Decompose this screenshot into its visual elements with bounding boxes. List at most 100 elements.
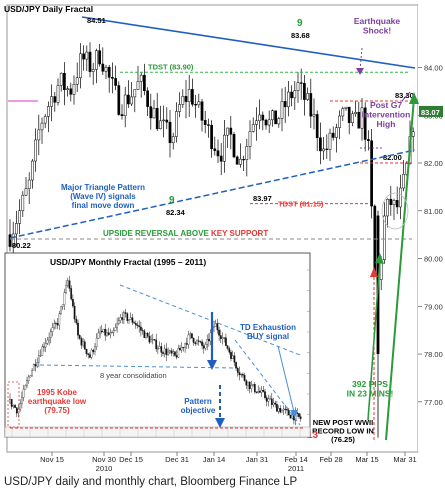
x-tick-sublabel: 2010 bbox=[96, 464, 113, 473]
monthly-candle-body bbox=[257, 391, 260, 393]
daily-candle-body bbox=[389, 198, 393, 205]
monthly-candle-body bbox=[95, 337, 98, 348]
monthly-candle-body bbox=[259, 391, 261, 393]
daily-candle-body bbox=[127, 94, 130, 105]
post-g7-arrow bbox=[401, 91, 411, 102]
monthly-candle-body bbox=[41, 346, 44, 356]
daily-candle-body bbox=[357, 111, 361, 129]
daily-candle-body bbox=[11, 233, 15, 247]
monthly-candle-body bbox=[230, 352, 232, 359]
monthly-candle-body bbox=[44, 343, 47, 348]
td-exhaustion-label: TD Exhaustion BUY signal bbox=[240, 323, 296, 341]
daily-candle-body bbox=[347, 106, 351, 123]
monthly-candle-body bbox=[242, 374, 244, 376]
daily-candle-body bbox=[143, 74, 146, 92]
monthly-candle-body bbox=[146, 333, 149, 337]
monthly-candle-body bbox=[245, 380, 248, 386]
daily-candle-body bbox=[277, 118, 281, 125]
monthly-candle-body bbox=[221, 337, 224, 339]
daily-candle-body bbox=[402, 174, 405, 189]
monthly-candle-body bbox=[134, 323, 137, 326]
monthly-candle-body bbox=[157, 348, 159, 350]
daily-candle-body bbox=[255, 120, 258, 125]
monthly-candle-body bbox=[61, 304, 64, 307]
monthly-candle-body bbox=[116, 323, 118, 328]
daily-candle-body bbox=[175, 111, 178, 137]
monthly-candle-body bbox=[267, 398, 270, 402]
daily-candle-body bbox=[171, 136, 175, 144]
daily-candle-body bbox=[79, 53, 82, 78]
monthly-candle-body bbox=[92, 349, 95, 352]
monthly-candle-body bbox=[107, 332, 110, 335]
monthly-candle-body bbox=[102, 328, 105, 333]
monthly-candle-body bbox=[89, 354, 91, 358]
daily-candle-body bbox=[280, 101, 284, 119]
daily-candle-body bbox=[219, 155, 223, 162]
monthly-candle-body bbox=[282, 408, 285, 411]
daily-candle-body bbox=[98, 50, 101, 65]
daily-candle-body bbox=[325, 148, 329, 150]
monthly-candle-body bbox=[38, 355, 40, 363]
monthly-candle-body bbox=[55, 323, 57, 325]
monthly-candle-body bbox=[150, 339, 152, 343]
monthly-candle-body bbox=[277, 408, 280, 412]
monthly-candle-body bbox=[236, 368, 239, 373]
price-80-22-label: 80.22 bbox=[12, 241, 31, 250]
daily-candle-body bbox=[315, 114, 319, 138]
upside-reversal-label: UPSIDE REVERSAL ABOVE bbox=[103, 229, 209, 238]
daily-candle-body bbox=[360, 107, 364, 129]
daily-candle-body bbox=[139, 74, 143, 82]
price-82-34-label: 82.34 bbox=[166, 208, 186, 217]
daily-candle-body bbox=[72, 84, 76, 95]
monthly-candle-body bbox=[27, 376, 30, 381]
daily-candle-body bbox=[293, 90, 297, 99]
monthly-candle-body bbox=[262, 390, 265, 392]
daily-candle-body bbox=[251, 124, 255, 132]
consolidation-label: 8 year consolidation bbox=[100, 371, 167, 380]
monthly-candle-body bbox=[180, 347, 183, 351]
y-tick-label: 80.00 bbox=[424, 255, 443, 264]
monthly-panel-frame bbox=[4, 252, 311, 438]
monthly-candle-body bbox=[63, 292, 66, 305]
monthly-candle-body bbox=[36, 362, 39, 367]
daily-candle-body bbox=[31, 160, 34, 181]
daily-candle-body bbox=[351, 113, 354, 123]
daily-candle-body bbox=[248, 131, 252, 147]
daily-candle-body bbox=[152, 108, 156, 119]
daily-candle-body bbox=[331, 132, 335, 138]
monthly-candle-body bbox=[78, 335, 81, 339]
daily-candle-body bbox=[168, 121, 172, 144]
monthly-candle-body bbox=[168, 350, 171, 353]
daily-candle-body bbox=[287, 91, 290, 108]
daily-candle-body bbox=[392, 200, 396, 205]
figure-caption: USD/JPY daily and monthly chart, Bloombe… bbox=[4, 476, 298, 488]
y-tick-label: 84.00 bbox=[424, 64, 443, 73]
daily-candle-body bbox=[328, 132, 332, 150]
monthly-candle-body bbox=[155, 339, 158, 350]
crash-arrowhead bbox=[370, 267, 378, 277]
monthly-candle-body bbox=[100, 330, 103, 333]
daily-candle-body bbox=[322, 148, 325, 152]
monthly-candle-body bbox=[90, 349, 93, 358]
monthly-candle-body bbox=[141, 330, 144, 332]
monthly-candle-body bbox=[22, 389, 25, 398]
daily-candle-body bbox=[165, 119, 169, 123]
daily-candle-body bbox=[344, 106, 348, 109]
monthly-candle-body bbox=[66, 280, 69, 286]
daily-candle-body bbox=[223, 134, 226, 162]
low-circle bbox=[381, 192, 409, 230]
daily-candle-body bbox=[130, 96, 133, 105]
daily-candle-body bbox=[274, 110, 277, 125]
daily-candle-body bbox=[91, 69, 95, 72]
monthly-candle-body bbox=[72, 298, 74, 307]
price-83-68-label: 83.68 bbox=[291, 31, 310, 40]
monthly-candle-body bbox=[151, 339, 154, 341]
daily-candle-body bbox=[363, 107, 367, 140]
daily-candle-body bbox=[136, 81, 140, 90]
monthly-candle-body bbox=[51, 327, 54, 332]
daily-candle-body bbox=[191, 89, 194, 105]
monthly-candle-body bbox=[56, 323, 59, 326]
monthly-candle-body bbox=[70, 288, 73, 300]
monthly-candle-body bbox=[216, 323, 219, 331]
